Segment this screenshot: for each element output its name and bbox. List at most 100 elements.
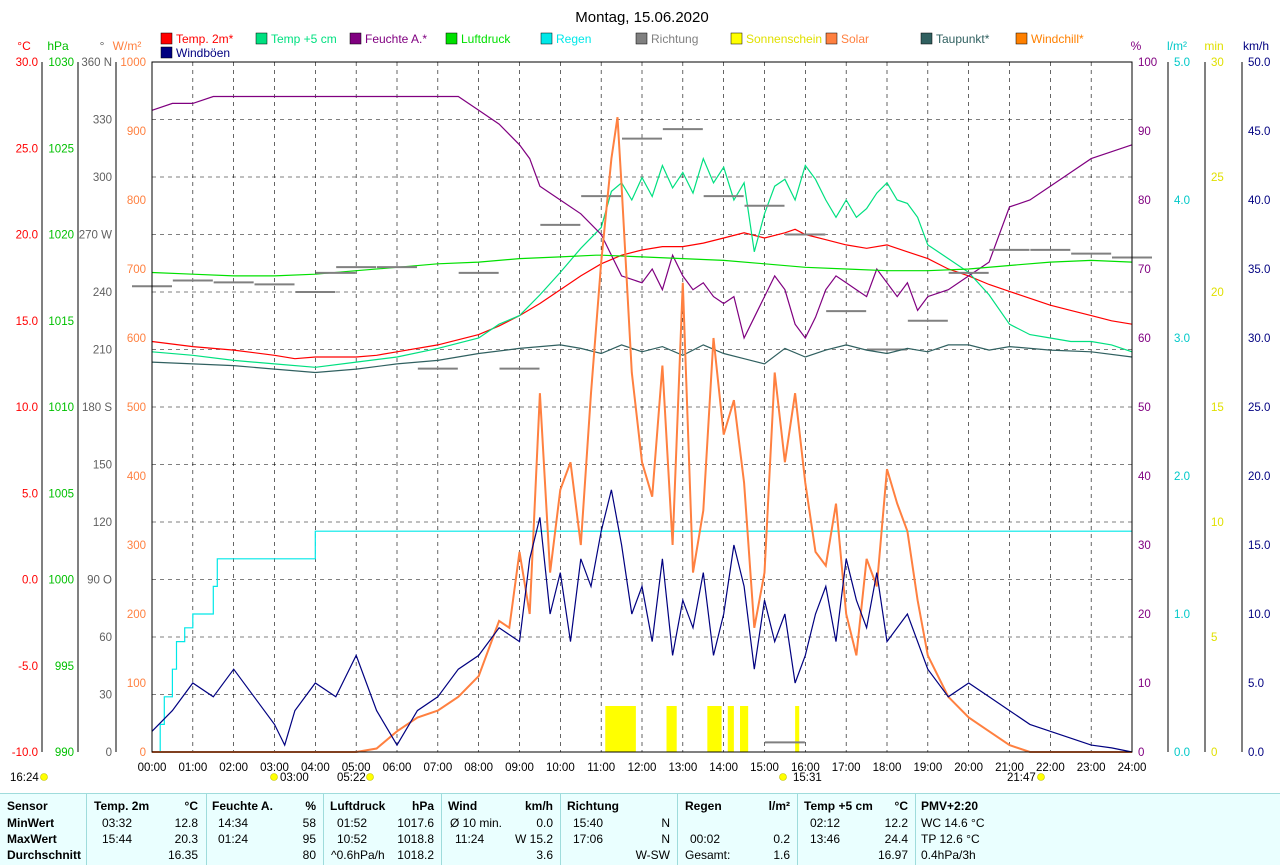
pressure-unit: hPa	[411, 799, 434, 813]
axis-tick-pressure: 1025	[48, 143, 74, 155]
separator	[441, 794, 442, 865]
pressure-min-time: 01:52	[337, 816, 368, 830]
axis-unit-temp: °C	[17, 39, 31, 53]
temp2m-header: Temp. 2m	[94, 799, 150, 813]
rain-total: 1.6	[773, 848, 790, 862]
marker-time: 05:22	[337, 772, 366, 784]
x-tick-label: 08:00	[464, 762, 493, 774]
humidity-min: 58	[302, 816, 316, 830]
row-max-label: MaxWert	[7, 832, 57, 846]
pressure-max: 1018.8	[397, 832, 434, 846]
series-line-temp-5-cm	[151, 156, 1133, 368]
legend-swatch	[635, 32, 648, 45]
x-tick-label: 24:00	[1118, 762, 1147, 774]
axis-tick-solar: 300	[127, 540, 146, 552]
separator	[86, 794, 87, 865]
legend-swatch	[1015, 32, 1028, 45]
rain-unit: l/m²	[768, 799, 790, 813]
series-line-regen	[152, 530, 1132, 753]
axis-unit-rain: l/m²	[1167, 39, 1187, 53]
axis-tick-humidity: 10	[1138, 678, 1151, 690]
series-line-feuchte-a-	[151, 95, 1133, 340]
sunshine-bar	[795, 706, 800, 752]
axis-tick-temp: 25.0	[16, 143, 38, 155]
axis-tick-solar: 1000	[120, 57, 146, 69]
x-tick-label: 14:00	[709, 762, 738, 774]
axis-tick-humidity: 60	[1138, 333, 1151, 345]
axis-tick-direction: 240	[93, 287, 112, 299]
axis-tick-direction: 360 N	[81, 57, 112, 69]
axis-tick-wind: 5.0	[1248, 678, 1264, 690]
pressure-avg: 1018.2	[397, 848, 434, 862]
legend-label: Windböen	[176, 46, 230, 60]
separator	[323, 794, 324, 865]
sun-marker-icon	[270, 773, 278, 781]
pressure-trend: ^0.6hPa/h	[331, 848, 385, 862]
pressure-header: Luftdruck	[330, 799, 386, 813]
temp2m-min-time: 03:32	[102, 816, 133, 830]
direction-min: N	[661, 816, 670, 830]
wind-header: Wind	[448, 799, 478, 813]
x-tick-label: 19:00	[913, 762, 942, 774]
rain-max-time: 00:02	[690, 832, 721, 846]
axis-tick-sunshine: 5	[1211, 632, 1217, 644]
axis-tick-wind: 40.0	[1248, 195, 1270, 207]
x-tick-label: 16:00	[791, 762, 820, 774]
legend-swatch	[540, 32, 553, 45]
legend-label: Feuchte A.*	[365, 32, 427, 46]
axis-labels: °C 30.0 25.0 20.0 15.0 10.0 5.0 0.0 -5.0 -10.0 hPa…	[12, 39, 1271, 759]
sensor-header: Sensor	[7, 799, 48, 813]
temp2m-min: 12.8	[174, 816, 198, 830]
axis-tick-sunshine: 10	[1211, 517, 1224, 529]
sunshine-bar	[740, 706, 749, 752]
wind-min: 0.0	[536, 816, 553, 830]
legend-swatch	[920, 32, 933, 45]
x-tick-label: 18:00	[873, 762, 902, 774]
marker-time: 21:47	[1007, 772, 1036, 784]
separator	[206, 794, 207, 865]
axis-tick-wind: 15.0	[1248, 540, 1270, 552]
axis-tick-solar: 900	[127, 126, 146, 138]
x-tick-label: 13:00	[668, 762, 697, 774]
axis-unit-pressure: hPa	[47, 39, 69, 53]
separator	[677, 794, 678, 865]
axis-tick-sunshine: 20	[1211, 287, 1224, 299]
wind-avg: 3.6	[536, 848, 553, 862]
humidity-max-time: 01:24	[218, 832, 249, 846]
pmv-wc: WC 14.6 °C	[921, 816, 985, 830]
sunshine-bars	[605, 706, 800, 752]
axis-unit-humidity: %	[1131, 39, 1142, 53]
x-tick-label: 15:00	[750, 762, 779, 774]
axis-tick-pressure: 1010	[48, 402, 74, 414]
series-line-temp-2m-	[151, 228, 1133, 360]
axis-tick-pressure: 990	[55, 747, 74, 759]
day-markers: 16:24 03:00 05:22 15:31 21:47	[10, 772, 1045, 784]
axis-tick-wind: 25.0	[1248, 402, 1270, 414]
axis-tick-wind: 35.0	[1248, 264, 1270, 276]
axis-tick-direction: 150	[93, 460, 112, 472]
axis-tick-humidity: 40	[1138, 471, 1151, 483]
axis-tick-rain: 4.0	[1174, 195, 1190, 207]
sunshine-bar	[605, 706, 636, 752]
sun-marker-icon	[779, 773, 787, 781]
pmv-tp: TP 12.6 °C	[921, 832, 980, 846]
axis-tick-solar: 100	[127, 678, 146, 690]
direction-max: N	[661, 832, 670, 846]
axis-tick-solar: 700	[127, 264, 146, 276]
axis-tick-sunshine: 30	[1211, 57, 1224, 69]
temp5cm-min-time: 02:12	[810, 816, 841, 830]
axis-tick-pressure: 1000	[48, 575, 74, 587]
rain-total-label: Gesamt:	[685, 848, 731, 862]
axis-tick-temp: 5.0	[22, 488, 38, 500]
axis-tick-solar: 200	[127, 609, 146, 621]
x-tick-label: 04:00	[301, 762, 330, 774]
legend: Temp. 2m* Temp +5 cm Feuchte A.* Luftdruck R…	[160, 32, 1084, 60]
axis-tick-humidity: 100	[1138, 57, 1157, 69]
legend-swatch	[349, 32, 362, 45]
axis-tick-pressure: 1005	[48, 488, 74, 500]
x-tick-label: 20:00	[954, 762, 983, 774]
wind-max: W 15.2	[514, 832, 553, 846]
axis-tick-direction: 60	[99, 632, 112, 644]
temp5cm-min: 12.2	[884, 816, 908, 830]
legend-swatch	[160, 32, 173, 45]
